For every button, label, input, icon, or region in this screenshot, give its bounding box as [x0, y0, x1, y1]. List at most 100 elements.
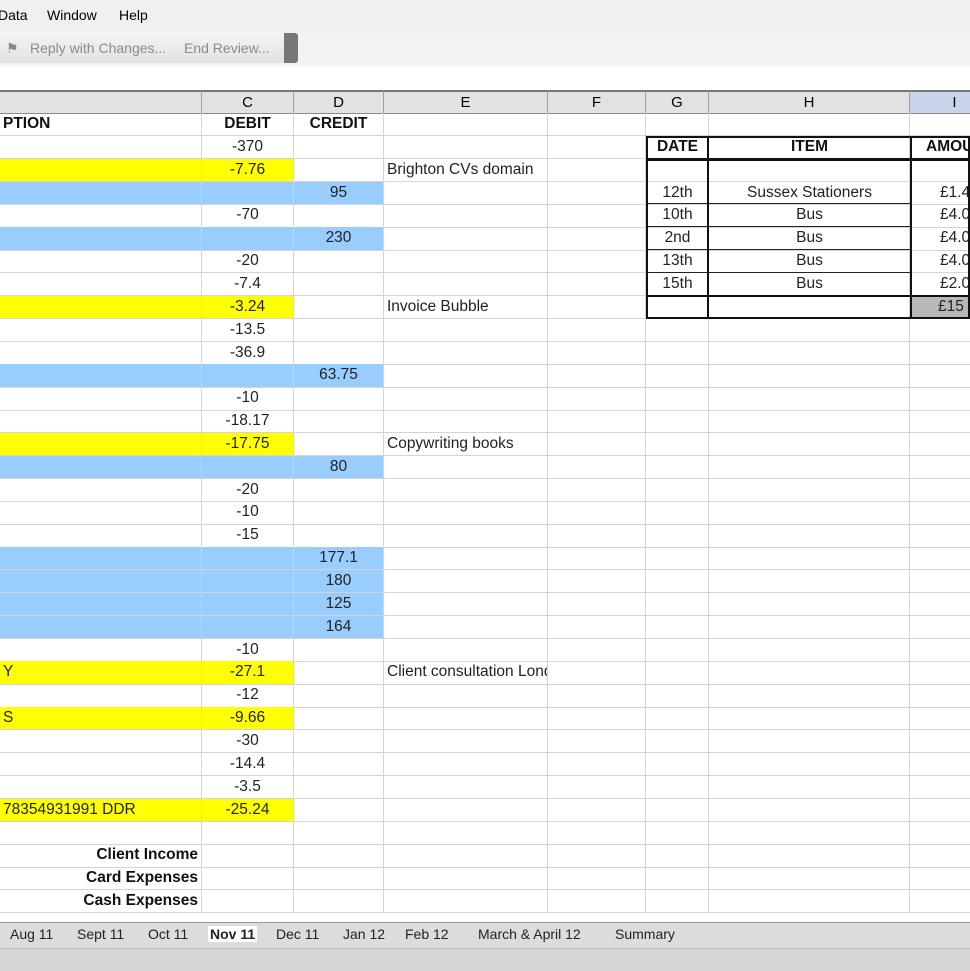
menu-window[interactable]: Window	[47, 7, 97, 23]
cell[interactable]	[709, 844, 910, 868]
cell[interactable]	[646, 889, 709, 914]
cell[interactable]	[910, 890, 970, 914]
cell[interactable]	[646, 318, 709, 342]
cell[interactable]	[910, 479, 970, 502]
cell[interactable]	[910, 730, 970, 754]
cell-c8[interactable]: -7.4	[202, 272, 294, 297]
cell[interactable]	[0, 478, 202, 502]
sheet-tab-feb-12[interactable]: Feb 12	[405, 926, 449, 942]
cell[interactable]	[0, 364, 202, 388]
cell[interactable]	[202, 844, 294, 868]
cell-c13[interactable]: -10	[202, 387, 294, 411]
cell-c31[interactable]: -25.24	[202, 798, 294, 822]
cell-c2[interactable]: -370	[202, 135, 294, 160]
cell[interactable]	[646, 432, 709, 457]
cell-d6[interactable]: 230	[294, 227, 384, 251]
cell[interactable]	[709, 524, 910, 548]
column-header-f[interactable]: F	[548, 90, 646, 114]
cell[interactable]	[646, 113, 709, 137]
cell-b25[interactable]: Y	[0, 661, 202, 685]
cell[interactable]	[910, 867, 970, 891]
cell[interactable]	[646, 501, 709, 525]
cell-d16[interactable]: 80	[294, 455, 384, 480]
cell[interactable]	[646, 341, 709, 365]
cell-c19[interactable]: -15	[202, 524, 294, 548]
cell[interactable]	[709, 432, 910, 457]
cell[interactable]	[0, 204, 202, 228]
cell-d21[interactable]: 180	[294, 570, 384, 594]
cell[interactable]	[910, 319, 970, 342]
cell-c7[interactable]: -20	[202, 250, 294, 274]
cell[interactable]	[709, 798, 910, 822]
cell[interactable]	[910, 182, 970, 205]
cell[interactable]	[910, 524, 970, 548]
cell[interactable]	[646, 592, 709, 617]
cell[interactable]	[910, 661, 970, 685]
sheet-tab-dec-11[interactable]: Dec 11	[276, 926, 320, 942]
cell[interactable]	[384, 844, 548, 868]
cell[interactable]	[384, 524, 548, 548]
cell[interactable]	[384, 638, 548, 662]
cell[interactable]	[709, 478, 910, 502]
cell[interactable]	[910, 616, 970, 640]
cell[interactable]	[548, 661, 646, 685]
cell[interactable]	[548, 295, 646, 320]
cell[interactable]	[0, 684, 202, 708]
cell[interactable]	[646, 707, 709, 731]
cell[interactable]	[910, 410, 970, 434]
cell[interactable]	[709, 867, 910, 891]
column-header-e[interactable]: E	[384, 90, 548, 114]
cell[interactable]	[709, 775, 910, 799]
toolbar-options-handle[interactable]	[284, 33, 298, 63]
cell[interactable]	[294, 501, 384, 525]
cell[interactable]	[0, 432, 202, 457]
cell[interactable]	[294, 387, 384, 411]
cell[interactable]	[202, 592, 294, 617]
cell[interactable]	[548, 752, 646, 777]
cell[interactable]	[646, 524, 709, 548]
cell[interactable]	[294, 798, 384, 822]
cell[interactable]	[0, 410, 202, 434]
cell[interactable]	[709, 113, 910, 137]
cell[interactable]	[294, 775, 384, 799]
cell[interactable]	[202, 181, 294, 205]
cell[interactable]	[548, 204, 646, 228]
cell[interactable]	[548, 821, 646, 845]
cell-c10[interactable]: -13.5	[202, 318, 294, 342]
cell[interactable]	[294, 707, 384, 731]
cell[interactable]	[294, 661, 384, 685]
cell[interactable]	[910, 227, 970, 251]
cell[interactable]	[646, 570, 709, 594]
cell-d1[interactable]: CREDIT	[294, 113, 384, 137]
cell-c3[interactable]: -7.76	[202, 158, 294, 183]
cell[interactable]	[910, 776, 970, 799]
cell[interactable]	[0, 615, 202, 640]
column-header-i[interactable]: I	[910, 90, 970, 114]
cell[interactable]	[0, 729, 202, 754]
cell[interactable]	[646, 158, 709, 183]
cell[interactable]	[0, 524, 202, 548]
cell[interactable]	[202, 821, 294, 845]
cell[interactable]	[709, 547, 910, 571]
cell[interactable]	[548, 364, 646, 388]
cell[interactable]	[709, 387, 910, 411]
cell[interactable]	[646, 775, 709, 799]
cell[interactable]	[384, 341, 548, 365]
cell[interactable]	[646, 478, 709, 502]
cell[interactable]	[548, 387, 646, 411]
cell[interactable]	[0, 752, 202, 777]
cell[interactable]	[646, 410, 709, 434]
cell[interactable]	[294, 729, 384, 754]
cell-c25[interactable]: -27.1	[202, 661, 294, 685]
cell[interactable]	[646, 295, 709, 320]
cell[interactable]	[709, 341, 910, 365]
cell[interactable]	[0, 181, 202, 205]
cell[interactable]	[384, 410, 548, 434]
cell[interactable]	[910, 204, 970, 228]
cell[interactable]	[646, 684, 709, 708]
cell[interactable]	[0, 775, 202, 799]
cell[interactable]	[709, 752, 910, 777]
cell[interactable]	[294, 295, 384, 320]
cell-b33[interactable]: Client Income	[0, 844, 202, 868]
sheet-tab-nov-11[interactable]: Nov 11	[208, 926, 258, 942]
